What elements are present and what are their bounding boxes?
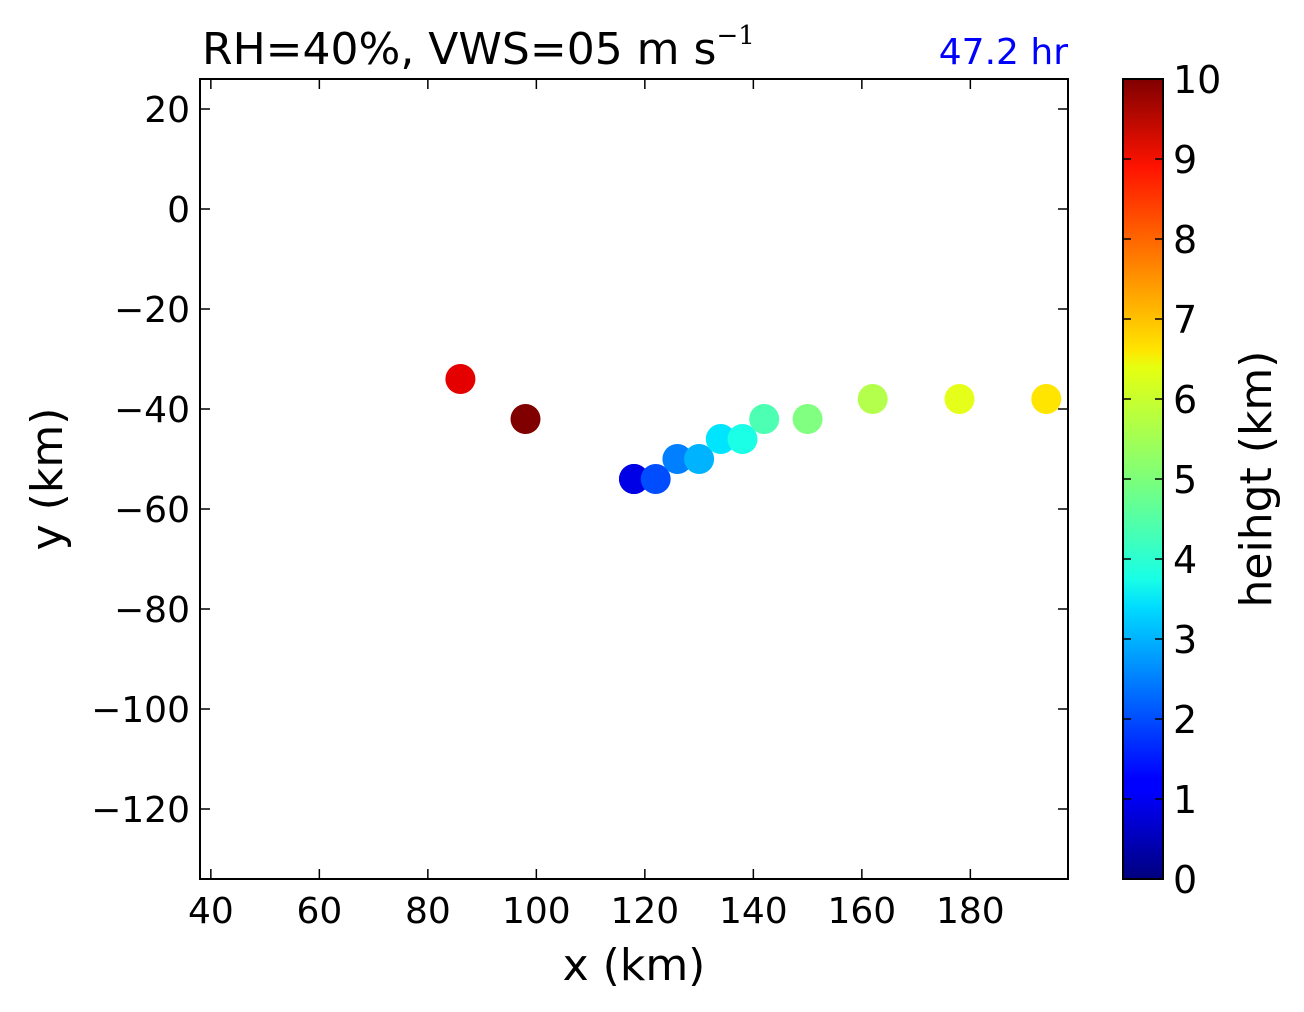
y-tick-label: −20 [114, 290, 190, 331]
colorbar-tick-label: 0 [1173, 858, 1197, 902]
x-tick-label: 180 [936, 891, 1005, 932]
chart-title-superscript: −1 [716, 21, 754, 51]
x-tick-label: 120 [610, 891, 679, 932]
data-point [727, 424, 758, 454]
x-tick-label: 140 [719, 891, 788, 932]
x-tick-label: 80 [405, 891, 451, 932]
time-annotation: 47.2 hr [939, 32, 1068, 73]
colorbar-label: heihgt (km) [1231, 351, 1282, 608]
data-point [445, 364, 476, 394]
data-point [684, 444, 715, 474]
y-tick-label: −80 [114, 590, 190, 631]
data-point [857, 384, 888, 414]
colorbar-tick-label: 4 [1173, 538, 1197, 582]
plot-frame [199, 78, 1069, 880]
data-point [510, 404, 541, 434]
y-tick-label: −100 [91, 690, 190, 731]
data-point [749, 404, 780, 434]
y-tick-label: −40 [114, 390, 190, 431]
y-axis-label: y (km) [22, 408, 73, 551]
x-tick-label: 160 [827, 891, 896, 932]
x-tick-label: 60 [296, 891, 342, 932]
data-point [662, 444, 693, 474]
colorbar-ticks: 0 1 2 3 4 5 6 7 8 9 10 [1123, 58, 1221, 902]
colorbar-tick-label: 2 [1173, 698, 1197, 742]
data-point [640, 464, 671, 494]
chart-title-main: RH=40%, VWS=05 m s [202, 24, 716, 75]
chart-title: RH=40%, VWS=05 m s−1 [202, 21, 755, 75]
x-tick-label: 40 [188, 891, 234, 932]
x-tick-label: 100 [502, 891, 571, 932]
data-points [445, 364, 1062, 494]
data-point [792, 404, 823, 434]
data-point [619, 464, 649, 494]
colorbar-tick-label: 7 [1173, 298, 1197, 342]
colorbar-tick-label: 10 [1173, 58, 1221, 102]
data-point [705, 424, 736, 454]
colorbar-tick-label: 3 [1173, 618, 1197, 662]
colorbar-tick-label: 1 [1173, 778, 1197, 822]
data-point [944, 384, 975, 414]
y-tick-label: 20 [144, 90, 190, 131]
y-tick-label: 0 [167, 190, 190, 231]
y-tick-label: −60 [114, 490, 190, 531]
x-axis-label: x (km) [563, 940, 706, 991]
colorbar-tick-label: 6 [1173, 378, 1197, 422]
axis-ticks: 40 60 80 100 120 140 160 180200−20−40−60−80−100… [91, 79, 1068, 932]
colorbar-tick-label: 8 [1173, 218, 1197, 262]
colorbar-tick-label: 9 [1173, 138, 1197, 182]
data-point [1031, 384, 1062, 414]
y-tick-label: −120 [91, 790, 190, 831]
colorbar-tick-label: 5 [1173, 458, 1197, 502]
